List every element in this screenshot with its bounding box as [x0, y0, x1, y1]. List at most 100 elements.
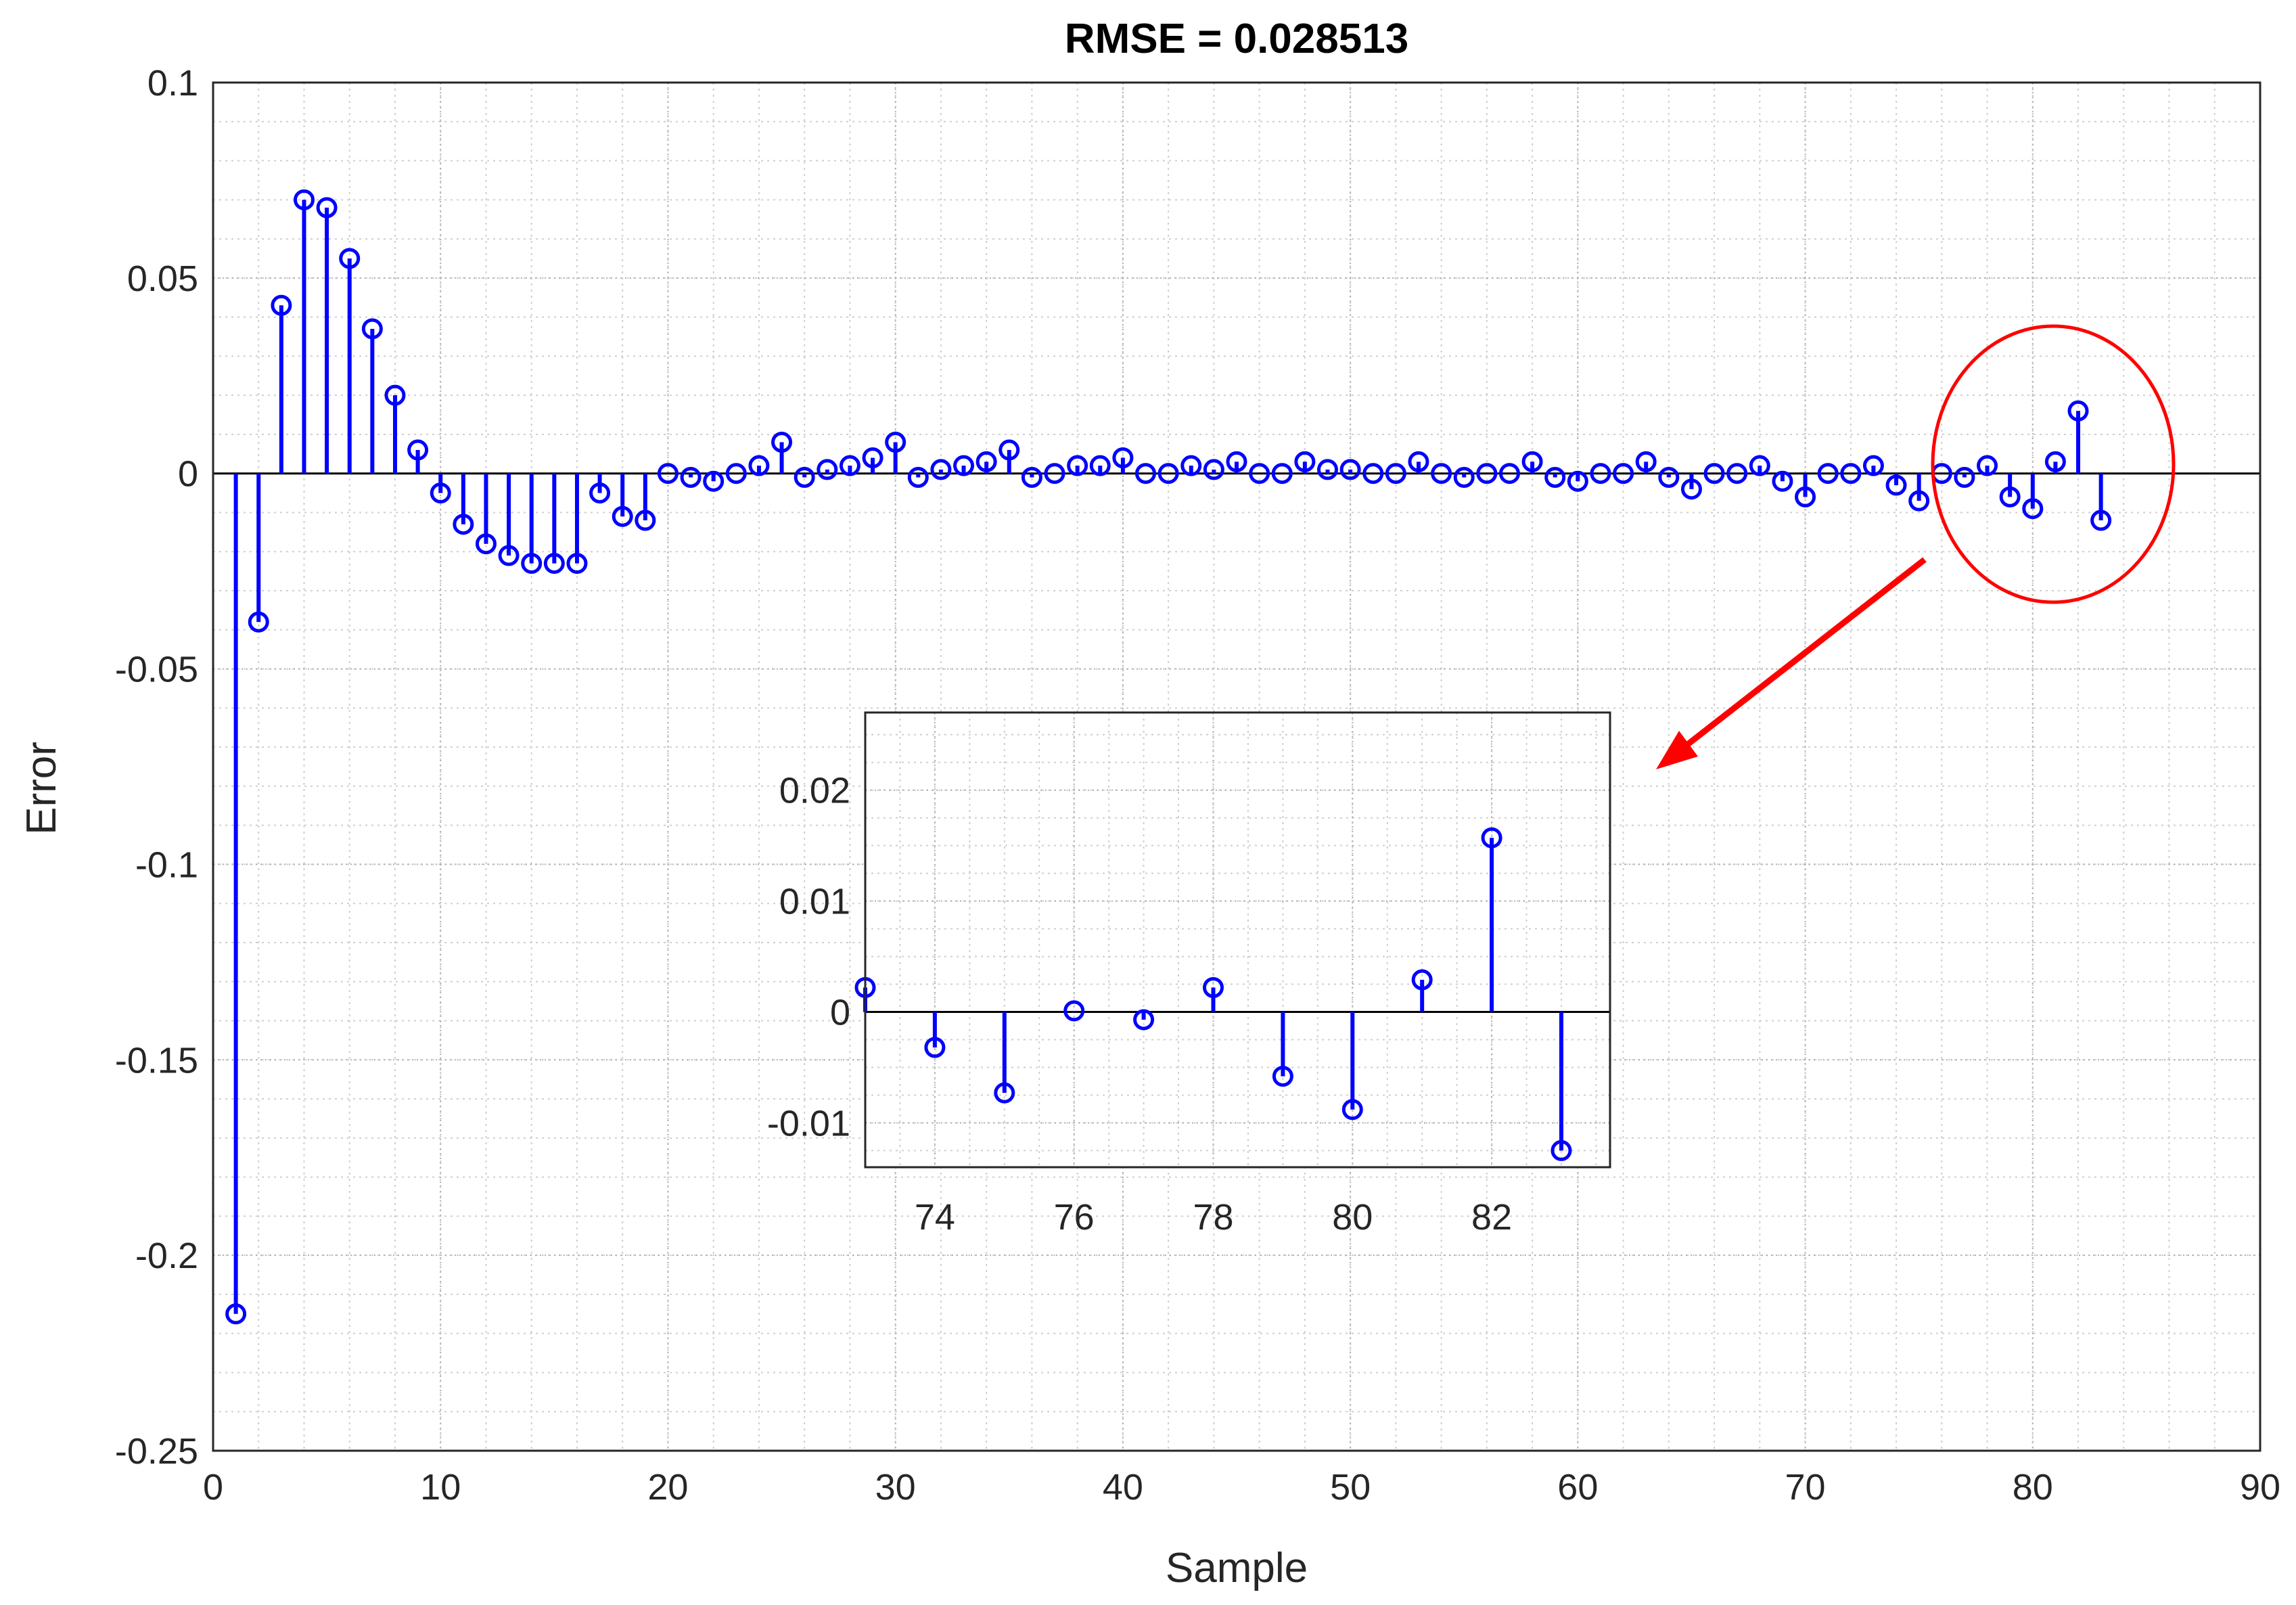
stem-marker [1226, 451, 1247, 472]
stem-marker [1862, 455, 1884, 476]
stem-marker [339, 248, 361, 269]
y-tick-label: 0.02 [779, 771, 850, 811]
stem-marker [1795, 486, 1816, 507]
stem-marker [1476, 463, 1498, 484]
stem-marker [1749, 455, 1770, 476]
annotation-arrow [1677, 557, 1927, 754]
stem-marker [1294, 451, 1316, 472]
stem-marker [498, 545, 520, 566]
inset-stems [854, 827, 1610, 1161]
stem-marker [794, 466, 815, 488]
chart-title: RMSE = 0.028513 [1065, 16, 1408, 62]
stem-marker [1658, 466, 1680, 488]
stem-marker [817, 459, 838, 480]
stem-marker [748, 455, 770, 476]
x-tick-label: 70 [1785, 1467, 1826, 1508]
x-tick-label: 78 [1193, 1197, 1233, 1238]
main-plot-frame [212, 81, 2261, 1452]
stem-marker [1635, 451, 1657, 472]
stem-marker [1408, 451, 1429, 472]
stem-marker [1885, 474, 1907, 496]
y-tick-label: 0.05 [127, 258, 198, 299]
y-tick-label: 0.1 [147, 63, 198, 104]
y-tick-label: -0.25 [115, 1431, 198, 1472]
stem-marker [657, 463, 679, 484]
stem-marker [1726, 463, 1748, 484]
main-grid [212, 82, 2261, 1451]
y-tick-label: -0.05 [115, 650, 198, 690]
stem-marker [924, 1037, 946, 1058]
stem-marker [1551, 1139, 1572, 1161]
stem-marker [680, 466, 702, 488]
stem-marker [225, 1303, 247, 1325]
stem-marker [930, 459, 952, 480]
stem-marker [1272, 1066, 1293, 1087]
stem-marker [2044, 451, 2066, 472]
stem-marker [1411, 969, 1433, 991]
x-tick-label: 0 [203, 1467, 223, 1508]
stem-marker [635, 510, 656, 531]
stem-marker [1999, 486, 2021, 507]
y-axis-label: Error [18, 742, 65, 835]
x-tick-label: 80 [2013, 1467, 2053, 1508]
stem-marker [1044, 463, 1065, 484]
stem-marker [1180, 455, 1202, 476]
stem-marker [475, 533, 497, 555]
stem-marker [1817, 463, 1839, 484]
stem-marker [1680, 478, 1702, 500]
y-tick-label: -0.15 [115, 1040, 198, 1081]
highlight-ellipse [1931, 324, 2176, 604]
stem-marker [384, 384, 406, 406]
x-tick-label: 20 [647, 1467, 688, 1508]
stem-marker [1089, 455, 1111, 476]
y-tick-label: 0.01 [779, 882, 850, 922]
y-tick-label: 0 [830, 993, 850, 1033]
stem-marker [994, 1082, 1015, 1104]
stem-marker [953, 455, 975, 476]
stem-marker [1341, 1099, 1363, 1121]
stem-marker [1567, 470, 1588, 492]
stem-marker [589, 482, 611, 504]
stem-marker [1977, 455, 1998, 476]
stem-marker [293, 189, 315, 210]
stem-marker [1316, 459, 1338, 480]
stem-marker [1590, 463, 1611, 484]
stem-marker [725, 463, 747, 484]
stem-marker [998, 439, 1020, 461]
y-tick-label: -0.1 [135, 844, 198, 885]
stem-marker [1135, 463, 1157, 484]
stem-marker [2067, 400, 2089, 422]
stem-marker [1521, 451, 1543, 472]
annotation-arrowhead [1656, 731, 1698, 769]
stem-marker [1203, 459, 1224, 480]
stem-marker [2090, 510, 2112, 531]
stem-marker [521, 553, 543, 574]
stem-marker [1112, 447, 1134, 469]
stem-marker [1021, 466, 1042, 488]
inset-plot-frame [864, 711, 1611, 1169]
main-tick-labels: 0 10 20 30 40 50 60 70 80 90 0.1 0.05 0 -0.05 -0.1 -0.1… [115, 63, 2280, 1508]
stem-marker [1202, 976, 1224, 998]
inset-background [865, 713, 1610, 1167]
y-tick-label: -0.01 [767, 1103, 850, 1144]
stem-marker [316, 197, 338, 219]
x-tick-label: 10 [420, 1467, 461, 1508]
stem-marker [361, 318, 383, 340]
stem-marker [1157, 463, 1179, 484]
stem-marker [1339, 459, 1361, 480]
stem-marker [839, 455, 860, 476]
stem-marker [1772, 470, 1793, 492]
stem-marker [1385, 463, 1406, 484]
x-tick-label: 80 [1332, 1197, 1373, 1238]
inset-tick-labels: 74 76 78 80 82 0.02 0.01 0 -0.01 [767, 771, 1512, 1238]
stem-marker [1362, 463, 1384, 484]
stem-marker [1703, 463, 1725, 484]
x-tick-label: 76 [1054, 1197, 1095, 1238]
stem-marker [430, 482, 451, 504]
stem-marker [771, 431, 793, 453]
x-axis-label: Sample [1166, 1545, 1308, 1591]
stem-marker [907, 466, 929, 488]
stem-marker [1453, 466, 1475, 488]
stem-marker [885, 431, 906, 453]
stem-marker [1908, 490, 1930, 512]
